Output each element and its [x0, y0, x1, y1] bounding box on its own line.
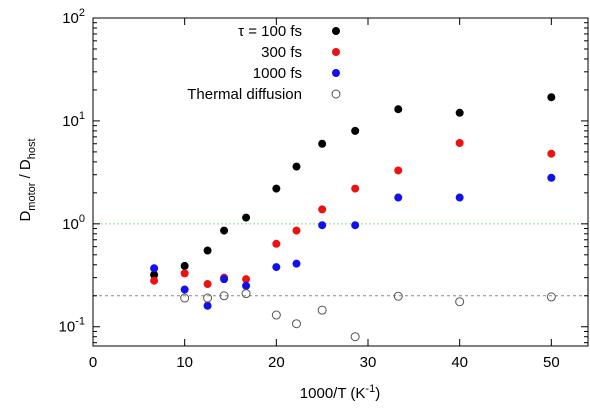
data-point-series-4 [203, 293, 213, 303]
data-point-series-2 [242, 275, 251, 284]
x-tick-label: 30 [360, 354, 377, 371]
data-point-series-1 [272, 184, 281, 193]
data-points [150, 93, 556, 342]
data-point-series-4 [241, 289, 251, 299]
legend-label: Thermal diffusion [187, 86, 302, 103]
plot-border [92, 17, 589, 347]
data-point-series-2 [150, 276, 159, 285]
data-point-series-2 [547, 149, 556, 158]
data-point-series-2 [318, 205, 327, 214]
data-point-series-1 [242, 213, 251, 222]
data-point-series-3 [318, 221, 327, 230]
legend-marker [332, 69, 340, 77]
legend-label: 300 fs [261, 44, 302, 61]
x-axis-title: 1000/T (K-1) [300, 383, 380, 402]
data-point-series-1 [180, 261, 189, 270]
data-point-series-2 [203, 280, 212, 289]
y-tick-label: 102 [62, 7, 85, 27]
y-tick-label: 101 [62, 110, 85, 130]
data-point-series-2 [292, 226, 301, 235]
data-point-series-2 [455, 139, 464, 148]
data-point-series-4 [271, 310, 281, 320]
data-point-series-4 [317, 305, 327, 315]
data-point-series-3 [547, 173, 556, 182]
y-tick-label: 10-1 [59, 316, 85, 336]
data-point-series-1 [351, 126, 360, 135]
legend-label: 1000 fs [253, 65, 302, 82]
data-point-series-4 [350, 332, 360, 342]
data-point-series-4 [393, 291, 403, 301]
data-point-series-3 [272, 263, 281, 272]
legend: τ = 100 fs 300 fs 1000 fs Thermal diffusion [187, 23, 341, 103]
x-tick-label: 40 [451, 354, 468, 371]
x-tick-label: 10 [176, 354, 193, 371]
data-point-series-3 [203, 301, 212, 310]
legend-label: τ = 100 fs [238, 23, 302, 40]
data-point-series-4 [180, 293, 190, 303]
y-tick-label: 100 [62, 213, 85, 233]
legend-marker [331, 89, 341, 99]
data-point-series-1 [292, 162, 301, 171]
data-point-series-3 [180, 285, 189, 294]
x-tick-label: 20 [268, 354, 285, 371]
data-point-series-3 [242, 281, 251, 290]
data-point-series-2 [394, 166, 403, 175]
data-point-series-4 [219, 291, 229, 301]
data-point-series-1 [394, 105, 403, 114]
data-point-series-4 [546, 292, 556, 302]
data-point-series-1 [455, 108, 464, 117]
axis-ticks: 0 10 20 30 40 50 10-1 100 101 102 [59, 7, 588, 371]
data-point-series-2 [351, 184, 360, 193]
data-point-series-3 [292, 259, 301, 268]
data-point-series-3 [220, 275, 229, 284]
data-point-series-1 [318, 139, 327, 148]
y-axis-title: Dmotor / Dhost [17, 138, 38, 221]
data-point-series-2 [180, 269, 189, 278]
x-tick-label: 0 [89, 354, 97, 371]
data-point-series-1 [220, 226, 229, 235]
data-point-series-3 [455, 193, 464, 202]
data-point-series-4 [455, 297, 465, 307]
data-point-series-4 [292, 319, 301, 329]
data-point-series-1 [203, 246, 212, 255]
legend-marker [332, 48, 340, 56]
plot-frame [92, 17, 589, 347]
data-point-series-3 [394, 193, 403, 202]
data-point-series-1 [150, 270, 159, 279]
reference-lines [93, 223, 588, 297]
legend-marker [332, 27, 340, 35]
data-point-series-1 [547, 93, 556, 102]
data-point-series-3 [351, 221, 360, 230]
x-tick-label: 50 [543, 354, 560, 371]
data-point-series-3 [150, 264, 159, 273]
data-point-series-2 [272, 239, 281, 248]
